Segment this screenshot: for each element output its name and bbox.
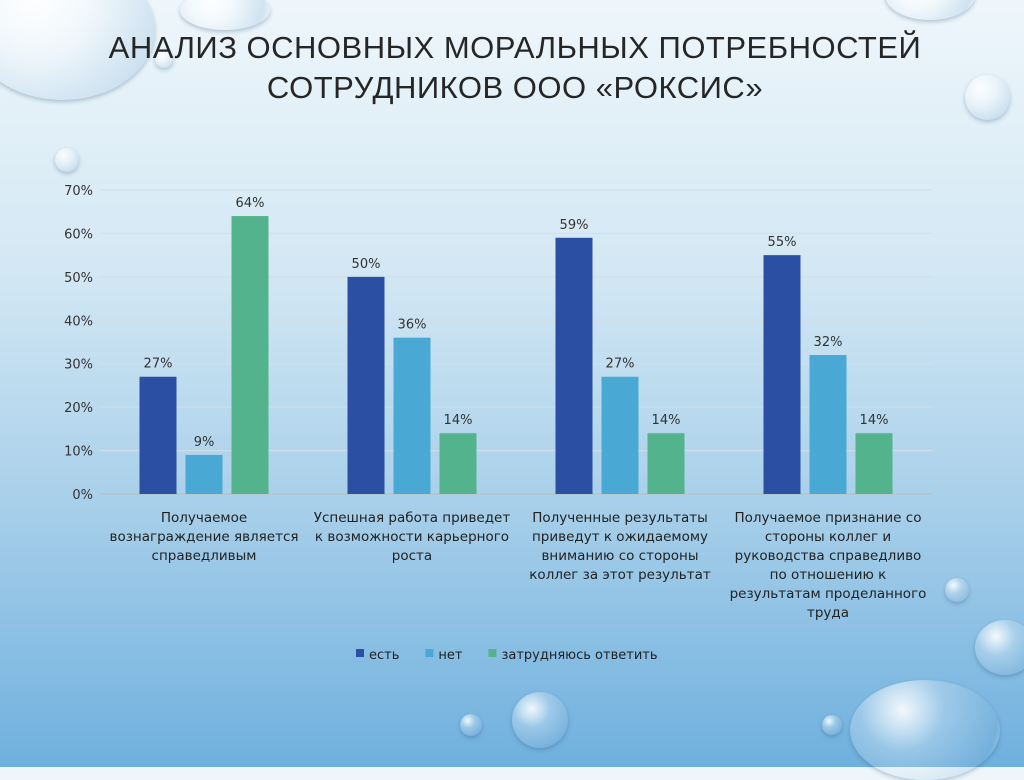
slide-title: АНАЛИЗ ОСНОВНЫХ МОРАЛЬНЫХ ПОТРЕБНОСТЕЙ С… — [100, 28, 930, 108]
bar-затрудняюсь ответить — [231, 216, 269, 495]
bubble-decoration — [822, 715, 842, 735]
data-label: 36% — [398, 318, 427, 333]
x-category-label: Получаемое признание со — [735, 510, 922, 526]
legend-swatch-затрудняюсь ответить — [488, 649, 497, 657]
title-line-2: СОТРУДНИКОВ ООО «РОКСИС» — [266, 70, 764, 105]
bar-нет — [601, 376, 639, 494]
x-category-label: коллег за этот результат — [529, 567, 711, 583]
data-label: 50% — [352, 257, 381, 272]
legend-label: есть — [369, 648, 399, 663]
y-tick-label: 50% — [64, 271, 93, 286]
bubble-decoration — [850, 680, 1000, 780]
bar-есть — [347, 276, 385, 494]
x-category-label: вознаграждение является — [110, 529, 299, 545]
bar-затрудняюсь ответить — [855, 433, 893, 494]
data-label: 55% — [768, 235, 797, 250]
y-tick-label: 60% — [64, 227, 93, 242]
data-label: 14% — [860, 413, 889, 428]
legend-label: нет — [438, 648, 462, 663]
x-category-label: роста — [392, 548, 432, 564]
x-category-label: руководства справедливо — [735, 548, 922, 564]
data-label: 64% — [236, 196, 265, 211]
data-label: 27% — [606, 357, 635, 372]
bar-нет — [393, 337, 431, 494]
legend-label: затрудняюсь ответить — [501, 648, 657, 663]
bar-есть — [139, 376, 177, 494]
bubble-decoration — [55, 148, 79, 172]
x-category-label: труда — [807, 605, 849, 621]
y-tick-label: 70% — [64, 184, 93, 199]
y-tick-label: 20% — [64, 401, 93, 416]
data-label: 27% — [144, 357, 173, 372]
y-tick-label: 10% — [64, 445, 93, 460]
legend-swatch-есть — [356, 649, 364, 657]
x-category-label: к возможности карьерного — [315, 529, 509, 545]
bubble-decoration — [155, 50, 173, 68]
y-tick-label: 40% — [64, 314, 93, 329]
x-category-label: Получаемое — [161, 510, 247, 526]
x-category-label: результатам проделанного — [730, 586, 927, 602]
bubble-decoration — [965, 75, 1010, 120]
x-category-label: справедливым — [152, 548, 257, 564]
bubble-decoration — [975, 620, 1024, 675]
bar-нет — [185, 454, 223, 494]
bubble-decoration — [460, 714, 482, 736]
bubble-decoration — [512, 692, 568, 748]
x-category-label: Полученные результаты — [532, 510, 708, 526]
bubble-decoration — [885, 0, 975, 20]
x-category-label: по отношению к — [770, 567, 887, 583]
x-category-label: стороны коллег и — [765, 529, 891, 545]
bar-есть — [763, 255, 801, 494]
legend-swatch-нет — [425, 649, 434, 657]
x-category-label: приведут к ожидаемому — [532, 529, 708, 545]
title-line-1: АНАЛИЗ ОСНОВНЫХ МОРАЛЬНЫХ ПОТРЕБНОСТЕЙ — [108, 30, 922, 65]
data-label: 59% — [560, 218, 589, 233]
bubble-decoration — [945, 578, 969, 602]
x-category-label: Успешная работа приведет — [314, 510, 511, 526]
data-label: 9% — [194, 435, 215, 450]
bar-затрудняюсь ответить — [647, 433, 685, 494]
data-label: 14% — [444, 413, 473, 428]
y-tick-label: 30% — [64, 358, 93, 373]
bar-есть — [555, 237, 593, 494]
data-label: 14% — [652, 413, 681, 428]
bar-нет — [809, 355, 847, 494]
bar-затрудняюсь ответить — [439, 433, 477, 494]
y-tick-label: 0% — [72, 488, 93, 503]
x-category-label: вниманию со стороны — [541, 548, 698, 564]
data-label: 32% — [814, 335, 843, 350]
